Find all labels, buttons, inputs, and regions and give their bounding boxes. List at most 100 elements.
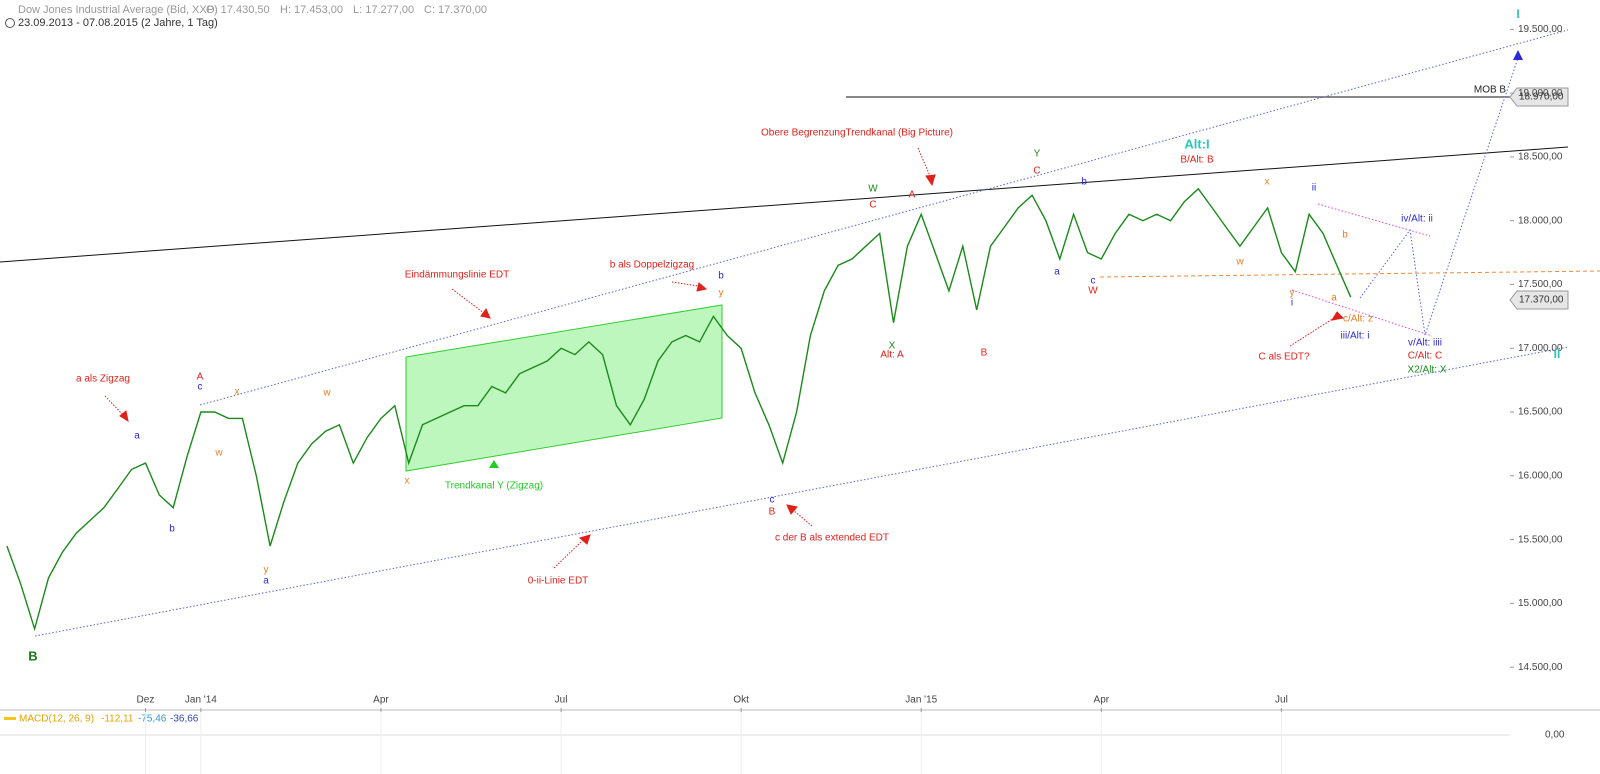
price-line xyxy=(6,187,1352,632)
annotation: a als Zigzag xyxy=(76,374,130,385)
annotation: c der B als extended EDT xyxy=(775,533,889,544)
annotation: b als Doppelzigzag xyxy=(610,260,695,271)
forecast-arrow xyxy=(1513,50,1523,60)
annotation: B/Alt: B xyxy=(1180,155,1214,166)
chart-subtitle: 23.09.2013 - 07.08.2015 (2 Jahre, 1 Tag) xyxy=(18,17,218,29)
annotation: MOB B xyxy=(1474,85,1507,96)
arrow xyxy=(104,395,125,417)
annotation: Alt:I xyxy=(1184,136,1209,151)
wedge-line xyxy=(1291,289,1433,337)
arrow xyxy=(671,281,699,287)
y-tick-label: 19.500,00 xyxy=(1518,24,1563,35)
annotation: a xyxy=(134,431,140,442)
annotation: b xyxy=(718,271,724,282)
annotation: c xyxy=(770,495,775,506)
arrow-head xyxy=(489,460,499,468)
annotation: b xyxy=(1081,177,1087,188)
x-tick-label: Apr xyxy=(1094,695,1110,706)
annotation: x xyxy=(1265,177,1270,188)
annotation: c xyxy=(1091,276,1096,287)
arrow-head xyxy=(578,534,591,545)
arrow-head xyxy=(696,282,708,292)
channel-lower xyxy=(34,346,1569,637)
annotation: II xyxy=(1554,347,1561,361)
trend-line xyxy=(0,146,1569,263)
annotation: iv/Alt: ii xyxy=(1401,214,1433,225)
y-tick-label: 16.500,00 xyxy=(1518,407,1563,418)
x-tick-label: Dez xyxy=(137,695,155,706)
macd-signal: -75,46 xyxy=(138,714,167,725)
chart-title: Dow Jones Industrial Average (Bid, XXP) xyxy=(18,4,218,16)
macd-histogram: -36,66 xyxy=(170,714,199,725)
x-tick-label: Okt xyxy=(733,695,749,706)
annotation: w xyxy=(1235,257,1244,268)
annotation: C/Alt: C xyxy=(1408,351,1442,362)
annotation: i xyxy=(1291,298,1293,309)
annotation: w xyxy=(322,388,331,399)
ohlc-open: O: 17.430,50 xyxy=(206,4,270,16)
y-tick-label: 16.000,00 xyxy=(1518,470,1563,481)
arrow xyxy=(792,509,813,527)
annotation: w xyxy=(214,448,223,459)
annotation: b xyxy=(169,524,175,535)
macd-zero-label: 0,00 xyxy=(1545,730,1565,741)
annotation: I xyxy=(1516,7,1519,21)
annotation: B xyxy=(769,507,776,518)
macd-label: MACD(12, 26, 9) xyxy=(19,714,94,725)
annotation: Alt: A xyxy=(880,350,904,361)
y-tick-label: 15.500,00 xyxy=(1518,534,1563,545)
annotation: Eindämmungslinie EDT xyxy=(405,270,510,281)
annotation: x xyxy=(235,387,240,398)
trend-channel-y xyxy=(405,304,723,472)
annotation: c xyxy=(198,382,203,393)
annotation: a xyxy=(263,576,269,587)
annotation: y xyxy=(1290,288,1295,299)
annotation: B xyxy=(981,348,988,359)
annotation: y xyxy=(264,565,269,576)
y-tick-label: 18.000,00 xyxy=(1518,215,1563,226)
arrow-head xyxy=(480,307,491,319)
x-tick-label: Jul xyxy=(555,695,568,706)
arrow xyxy=(917,147,931,177)
last-price-box xyxy=(1509,290,1569,310)
annotation: Trendkanal Y (Zigzag) xyxy=(445,481,543,492)
annotation: Y xyxy=(1034,149,1041,160)
annotation: iii/Alt: i xyxy=(1341,331,1370,342)
annotation: x xyxy=(405,476,410,487)
ohlc-close: C: 17.370,00 xyxy=(424,4,487,16)
annotation: y xyxy=(719,288,724,299)
x-tick-label: Jan '14 xyxy=(185,695,217,706)
annotation: 0-ii-Linie EDT xyxy=(528,576,589,587)
arrow-head xyxy=(119,410,129,423)
annotation: c/Alt: z xyxy=(1343,314,1373,325)
ohlc-low: L: 17.277,00 xyxy=(353,4,414,16)
annotation: X xyxy=(889,341,896,352)
y-tick-label: 15.000,00 xyxy=(1518,598,1563,609)
annotation: a xyxy=(1331,293,1337,304)
x-tick-label: Apr xyxy=(373,695,389,706)
annotation: X2/Alt: X xyxy=(1408,365,1447,376)
support-line xyxy=(1099,270,1600,278)
annotation: Obere BegrenzungTrendkanal (Big Picture) xyxy=(761,128,953,139)
y-tick-label: 18.500,00 xyxy=(1518,152,1563,163)
annotation: A xyxy=(197,372,204,383)
arrow xyxy=(1289,317,1335,347)
arrows xyxy=(104,147,1345,569)
annotation: ii xyxy=(1312,183,1316,194)
annotation: C als EDT? xyxy=(1258,352,1310,363)
arrow-head xyxy=(925,174,936,187)
clock-icon xyxy=(5,18,15,28)
annotation: v/Alt: iiii xyxy=(1408,338,1442,349)
macd-legend-swatch xyxy=(4,717,16,720)
arrow xyxy=(553,539,584,569)
annotation: C xyxy=(1033,166,1040,177)
x-tick-label: Jul xyxy=(1275,695,1288,706)
annotation: a xyxy=(1054,267,1060,278)
y-tick-label: 19.000,00 xyxy=(1518,88,1563,99)
annotation: b xyxy=(1342,230,1348,241)
annotation: B xyxy=(28,648,37,663)
ohlc-high: H: 17.453,00 xyxy=(280,4,343,16)
arrow xyxy=(451,288,485,314)
level-tag: 18.970,00 xyxy=(1519,92,1564,103)
